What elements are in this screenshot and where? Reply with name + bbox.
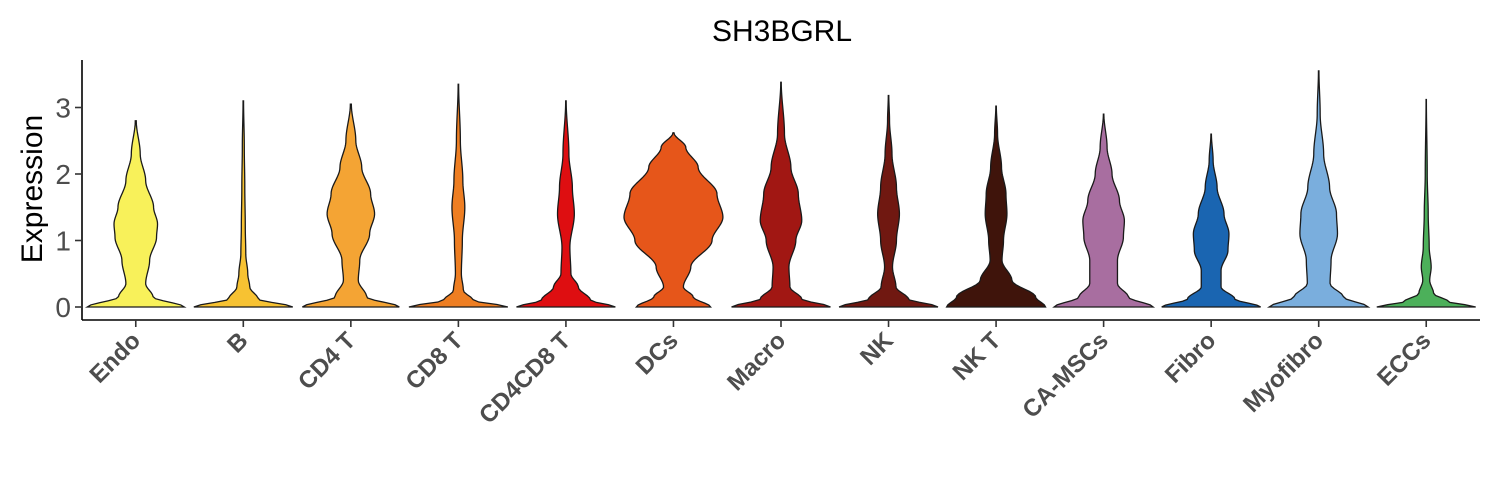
x-tick-label: Fibro [1160, 327, 1222, 389]
x-tick-label: CD4 T [293, 327, 361, 395]
violin-nk-t [945, 105, 1047, 308]
violin-ca-mscs [1052, 113, 1156, 308]
x-tick-label: Endo [84, 327, 146, 389]
violin-endo [84, 120, 187, 308]
x-ticks-layer: Endo B CD4 T CD8 T CD4CD8 T DCs Macro NK NK T CA-… [84, 320, 1436, 429]
y-ticks-layer: 0 1 2 3 [55, 93, 82, 323]
x-tick-label: Macro [722, 327, 791, 396]
y-axis-label: Expression [16, 115, 49, 263]
violin-cd4-t [302, 103, 400, 308]
x-tick-label: Myofibro [1238, 327, 1329, 418]
violin-nk [838, 94, 939, 308]
x-tick-label: DCs [631, 327, 684, 380]
x-tick-label: B [222, 327, 253, 358]
violin-cd4cd8-t [516, 100, 616, 308]
violin-fibro [1161, 133, 1261, 308]
violin-dcs [623, 132, 724, 308]
x-tick-label: CD4CD8 T [474, 327, 576, 429]
y-tick-label: 2 [55, 159, 71, 190]
chart-title: SH3BGRL [712, 15, 852, 48]
y-tick-label: 3 [55, 93, 71, 124]
x-tick-label: NK T [948, 327, 1007, 386]
violin-b [193, 100, 293, 308]
y-tick-label: 1 [55, 226, 71, 257]
violin-macro [731, 81, 831, 308]
violin-eccs [1376, 98, 1476, 308]
x-tick-label: CA-MSCs [1017, 327, 1113, 423]
x-tick-label: NK [855, 327, 899, 371]
violin-cd8-t [408, 83, 508, 308]
violin-myofibro [1266, 70, 1371, 308]
x-tick-label: CD8 T [401, 327, 469, 395]
violins-layer [84, 70, 1476, 308]
y-tick-label: 0 [55, 292, 71, 323]
x-tick-label: ECCs [1372, 327, 1436, 391]
